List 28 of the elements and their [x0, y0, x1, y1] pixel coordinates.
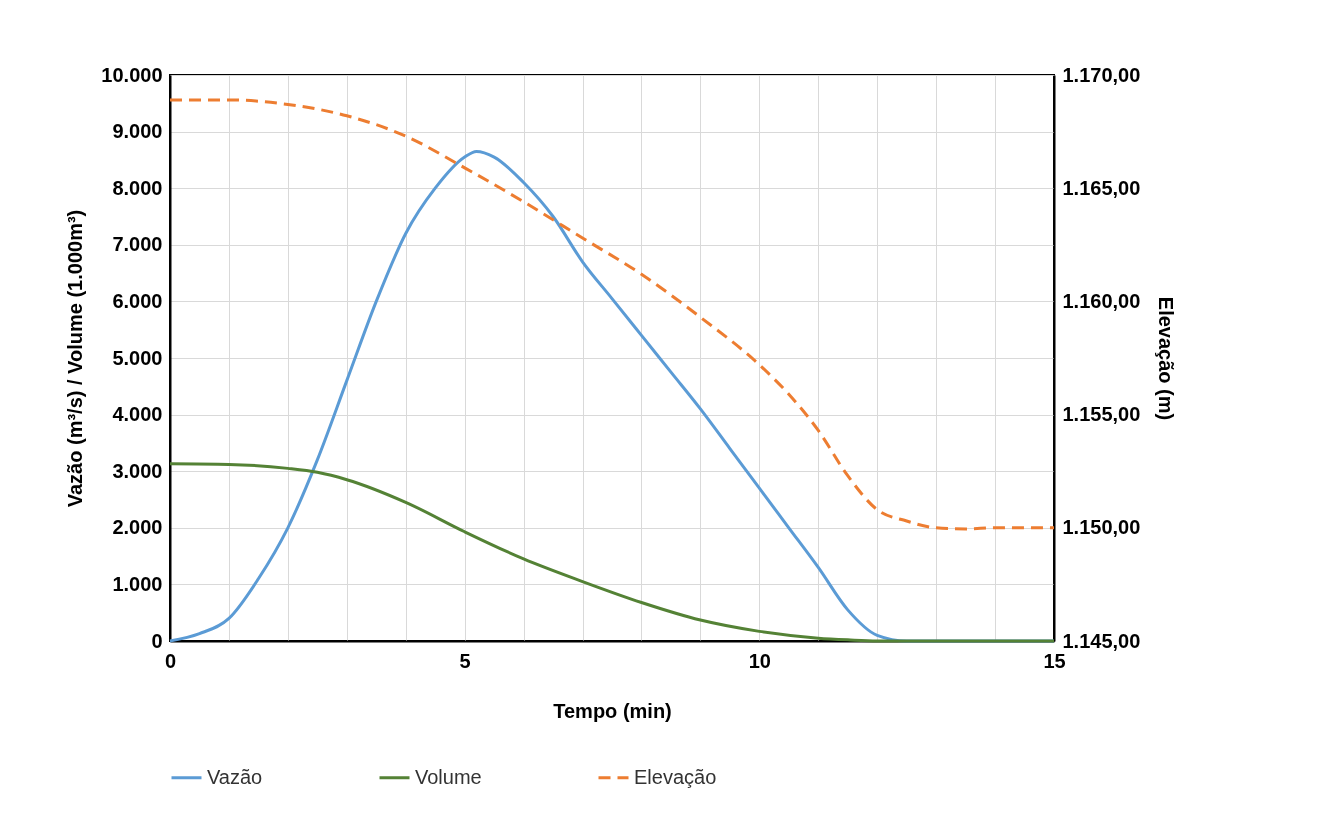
y2-tick-label: 1.165,00 — [1062, 176, 1141, 199]
y-tick-label: 6.000 — [112, 289, 163, 312]
line-series — [168, 98, 1056, 531]
y-tick-label: 8.000 — [112, 176, 163, 199]
y-tick-label: 10.000 — [101, 63, 163, 86]
y-tick-label: 2.000 — [112, 516, 163, 539]
x-tick-label: 15 — [1043, 649, 1066, 672]
x-axis-title: Tempo (min) — [553, 699, 672, 722]
y-tick-label: 0 — [151, 629, 163, 652]
y2-tick-label: 1.150,00 — [1062, 516, 1141, 539]
y2-tick-label: 1.170,00 — [1062, 63, 1141, 86]
y-axis-title: Vazão (m³/s) / Volume (1.000m³) — [64, 209, 87, 508]
y2-tick-label: 1.145,00 — [1062, 629, 1141, 652]
y2-tick-label: 1.155,00 — [1062, 403, 1141, 426]
x-tick-label: 0 — [164, 649, 177, 672]
y2-axis-title: Elevação (m) — [1155, 296, 1178, 421]
y-tick-label: 9.000 — [112, 120, 163, 143]
x-tick-label: 5 — [459, 649, 471, 672]
y-tick-label: 4.000 — [112, 403, 163, 426]
y-tick-label: 5.000 — [112, 346, 163, 369]
legend-label: Volume — [415, 765, 482, 788]
legend-label: Elevação — [634, 765, 717, 788]
x-tick-label: 10 — [748, 649, 771, 672]
y-tick-label: 7.000 — [112, 233, 163, 256]
y2-tick-label: 1.160,00 — [1062, 289, 1141, 312]
legend-label: Vazão — [207, 765, 263, 788]
y-tick-label: 1.000 — [112, 572, 163, 595]
y-tick-label: 3.000 — [112, 459, 163, 482]
